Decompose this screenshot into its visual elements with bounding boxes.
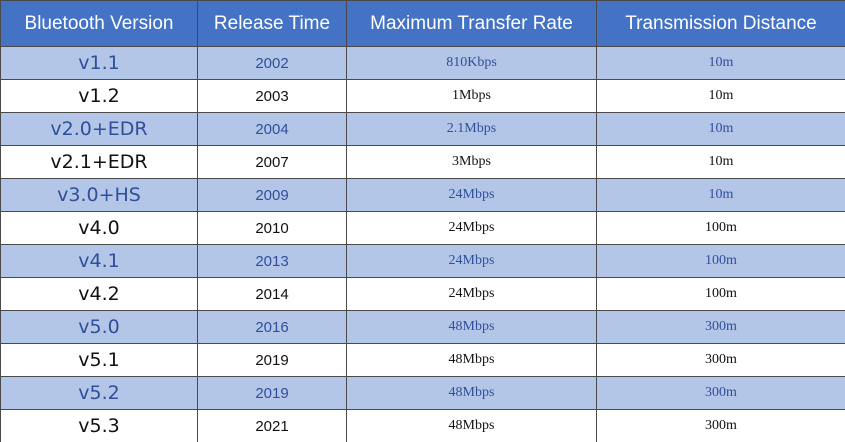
table-cell: 2004: [197, 112, 347, 146]
table-cell: 2009: [197, 178, 347, 212]
header-row: Bluetooth Version Release Time Maximum Tra…: [0, 0, 845, 47]
table-row: v5.1 2019 48Mbps 300m: [0, 343, 845, 377]
table-cell: 2.1Mbps: [346, 112, 597, 146]
header-cell: Maximum Transfer Rate: [346, 0, 597, 47]
table-cell: 3Mbps: [346, 145, 597, 179]
table-row: v2.0+EDR 2004 2.1Mbps 10m: [0, 112, 845, 146]
table-cell: 10m: [596, 46, 845, 80]
table-cell: 2016: [197, 310, 347, 344]
table-row: v5.0 2016 48Mbps 300m: [0, 310, 845, 344]
table-cell: v4.1: [0, 244, 198, 278]
table-row: v5.3 2021 48Mbps 300m: [0, 409, 845, 442]
table-cell: 48Mbps: [346, 409, 597, 442]
table-cell: 2019: [197, 376, 347, 410]
table-cell: 300m: [596, 376, 845, 410]
table-cell: 48Mbps: [346, 310, 597, 344]
table-cell: 100m: [596, 244, 845, 278]
table-cell: v4.2: [0, 277, 198, 311]
table-row: v5.2 2019 48Mbps 300m: [0, 376, 845, 410]
table-cell: 24Mbps: [346, 178, 597, 212]
table-row: v4.0 2010 24Mbps 100m: [0, 211, 845, 245]
table-cell: 2007: [197, 145, 347, 179]
table-cell: 100m: [596, 211, 845, 245]
table-cell: 24Mbps: [346, 277, 597, 311]
table-cell: v5.2: [0, 376, 198, 410]
table-cell: v4.0: [0, 211, 198, 245]
table-cell: 10m: [596, 112, 845, 146]
table-cell: 2010: [197, 211, 347, 245]
table-cell: 2021: [197, 409, 347, 442]
table-row: v1.2 2003 1Mbps 10m: [0, 79, 845, 113]
table-cell: 1Mbps: [346, 79, 597, 113]
table-cell: 300m: [596, 409, 845, 442]
table-cell: v1.2: [0, 79, 198, 113]
table-cell: 48Mbps: [346, 343, 597, 377]
table-cell: v2.1+EDR: [0, 145, 198, 179]
table-cell: v5.0: [0, 310, 198, 344]
header-cell: Transmission Distance: [596, 0, 845, 47]
table-cell: 2014: [197, 277, 347, 311]
table-cell: 300m: [596, 343, 845, 377]
table-row: v4.2 2014 24Mbps 100m: [0, 277, 845, 311]
table-cell: 48Mbps: [346, 376, 597, 410]
table-cell: 300m: [596, 310, 845, 344]
table-body: v1.1 2002 810Kbps 10m v1.2 2003 1Mbps 10m v2.0+E…: [0, 46, 845, 442]
header-cell: Bluetooth Version: [0, 0, 198, 47]
table-cell: 2013: [197, 244, 347, 278]
table-cell: 24Mbps: [346, 211, 597, 245]
table-row: v3.0+HS 2009 24Mbps 10m: [0, 178, 845, 212]
table-cell: 810Kbps: [346, 46, 597, 80]
table-row: v4.1 2013 24Mbps 100m: [0, 244, 845, 278]
table-cell: 2002: [197, 46, 347, 80]
table-cell: 10m: [596, 79, 845, 113]
table-cell: v1.1: [0, 46, 198, 80]
table-cell: v2.0+EDR: [0, 112, 198, 146]
table-cell: 10m: [596, 145, 845, 179]
table-cell: 100m: [596, 277, 845, 311]
table-cell: 2019: [197, 343, 347, 377]
header-cell: Release Time: [197, 0, 347, 47]
table-cell: v5.1: [0, 343, 198, 377]
table-cell: 2003: [197, 79, 347, 113]
table-cell: 24Mbps: [346, 244, 597, 278]
table-cell: v5.3: [0, 409, 198, 442]
table-row: v1.1 2002 810Kbps 10m: [0, 46, 845, 80]
table-cell: v3.0+HS: [0, 178, 198, 212]
table-row: v2.1+EDR 2007 3Mbps 10m: [0, 145, 845, 179]
table-cell: 10m: [596, 178, 845, 212]
